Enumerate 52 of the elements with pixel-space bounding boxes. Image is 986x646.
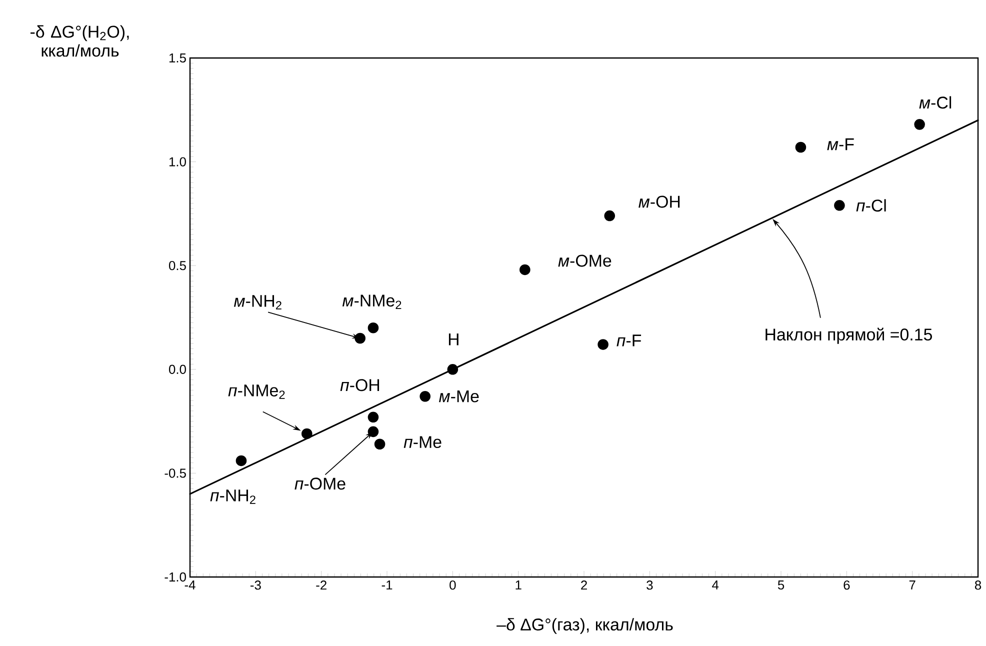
annotation: п-OH <box>340 379 380 392</box>
x-tick-label: -1 <box>382 580 392 590</box>
x-tick-label: 7 <box>909 580 916 590</box>
y-tick-label: 0.0 <box>168 364 186 374</box>
annotation: м-OMe <box>558 254 612 267</box>
point <box>834 200 845 211</box>
annotation: м-F <box>827 138 854 150</box>
annotation: Наклон прямой =0.15 <box>766 328 932 344</box>
annotation: м-NH$_{2}$ <box>234 295 282 310</box>
x-tick-label: -2 <box>316 580 326 590</box>
x-tick-label: 4 <box>712 580 719 590</box>
point <box>914 119 925 130</box>
point <box>447 364 458 375</box>
x-tick-label: 5 <box>778 580 784 590</box>
y-axis-title: -δ ΔG°(H$_{2}$O), ккал/моль <box>30 25 129 57</box>
point <box>368 322 379 334</box>
annotation: п-F <box>616 334 642 346</box>
annotation: п-NH$_{2}$ <box>210 490 256 504</box>
y-tick-label: -1.0 <box>164 572 186 582</box>
x-tick-label: 1 <box>516 580 522 590</box>
point <box>604 210 616 222</box>
y-tick-label: -0.5 <box>164 468 186 478</box>
annotation: H <box>448 334 458 346</box>
annotation: п-NMe$_{2}$ <box>228 384 285 399</box>
point <box>374 438 386 450</box>
x-tick-label: 6 <box>844 580 850 590</box>
x-tick-label: 0 <box>450 580 456 590</box>
point <box>368 426 379 438</box>
y-tick-label: 1.5 <box>169 53 186 62</box>
x-tick-label: -3 <box>250 580 261 590</box>
point <box>354 332 366 344</box>
point <box>301 428 312 440</box>
x-tick-label: -4 <box>184 580 196 590</box>
annotation: м-Cl <box>919 96 952 109</box>
y-tick-label: 0.5 <box>168 260 186 270</box>
point <box>795 142 806 153</box>
annotation: п-Me <box>404 436 442 448</box>
annotation: п-Cl <box>856 199 886 212</box>
x-tick-label: 2 <box>581 580 587 590</box>
x-tick-label: 3 <box>646 580 653 590</box>
point <box>520 264 530 276</box>
x-axis-title: –δ ΔG°(газ), ккал/моль <box>496 618 673 634</box>
point <box>236 455 247 466</box>
annotation: м-OH <box>638 196 680 208</box>
point <box>368 412 379 423</box>
annotation: м-NMe$_{2}$ <box>342 294 402 309</box>
point <box>420 390 430 402</box>
x-tick-label: 8 <box>974 580 982 590</box>
annotation: п-OMe <box>294 478 346 490</box>
y-tick-label: 1.0 <box>169 157 186 166</box>
point <box>598 339 608 350</box>
annotation: м-Me <box>438 390 479 402</box>
